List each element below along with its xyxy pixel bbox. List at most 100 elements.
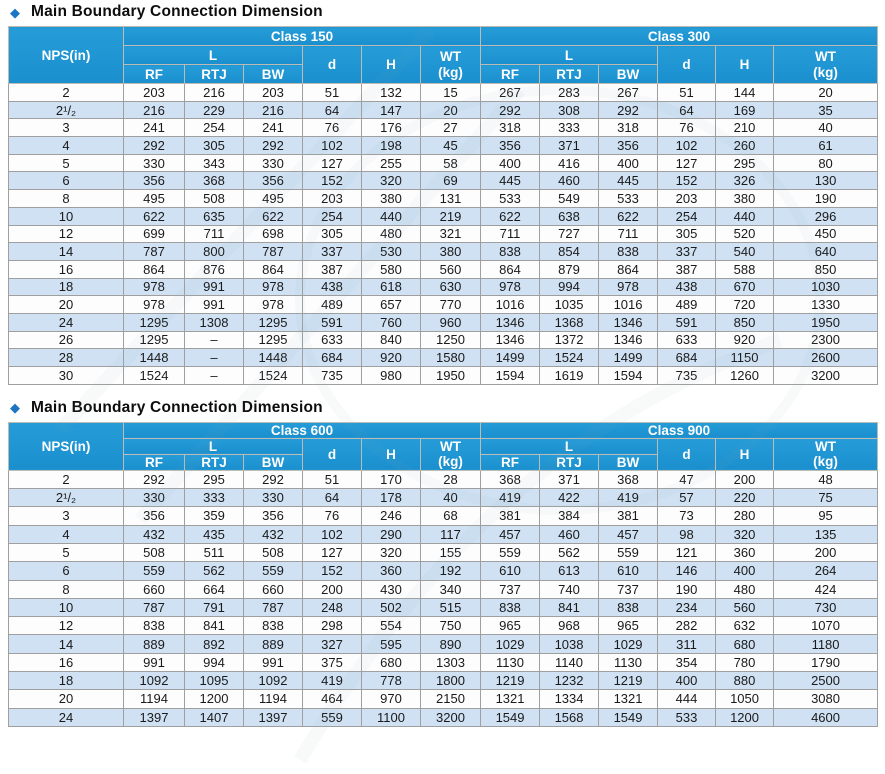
col-header-d: d [657, 45, 717, 84]
section-title: Main Boundary Connection Dimension [31, 3, 323, 20]
value-cell: 684 [302, 348, 362, 367]
value-cell: 1100 [361, 707, 421, 727]
value-cell: 333 [539, 118, 600, 138]
value-cell: 791 [184, 597, 244, 618]
nps-cell: 18 [8, 277, 124, 297]
value-cell: 978 [123, 295, 185, 314]
value-cell: 283 [539, 83, 600, 102]
value-cell: 267 [598, 83, 659, 102]
value-cell: 102 [302, 524, 362, 544]
value-cell: 778 [361, 670, 421, 691]
value-cell: 533 [657, 707, 717, 727]
table-row: 14 889 892 889 327 595 890 1029 1038 1029 311 680 11… [8, 634, 879, 654]
value-cell: 588 [715, 259, 775, 279]
value-cell: 1368 [539, 312, 600, 332]
value-cell: 1524 [539, 348, 600, 367]
value-cell: 419 [480, 488, 541, 508]
value-cell: 1524 [243, 366, 303, 385]
value-cell: 1194 [243, 689, 303, 709]
value-cell: 360 [361, 561, 421, 581]
class-150-header: Class 150 [122, 26, 482, 46]
value-cell: 1150 [715, 348, 775, 367]
value-cell: 460 [539, 524, 600, 544]
value-cell: 800 [184, 242, 244, 261]
value-cell: 292 [243, 136, 303, 155]
value-cell: 76 [302, 118, 362, 138]
value-cell: 1950 [419, 366, 482, 385]
value-cell: 371 [539, 469, 600, 490]
value-cell: 560 [419, 259, 482, 279]
value-cell: 1016 [480, 295, 541, 314]
value-cell: 1092 [123, 670, 185, 691]
value-cell: 864 [598, 259, 659, 279]
value-cell: 1308 [184, 312, 244, 332]
value-cell: 73 [657, 506, 717, 526]
nps-cell: 3 [8, 506, 124, 526]
nps-cell: 8 [8, 579, 124, 599]
table-row: 2 292 295 292 51 170 28 368 371 368 47 200 48 [8, 469, 879, 490]
value-cell: 787 [243, 597, 303, 618]
value-cell: 1194 [123, 689, 185, 709]
value-cell: 657 [361, 295, 421, 314]
nps-cell: 2 [8, 469, 124, 490]
value-cell: 68 [419, 506, 482, 526]
value-cell: 622 [243, 206, 303, 226]
value-cell: 20 [419, 100, 482, 120]
value-cell: 480 [361, 224, 421, 244]
value-cell: 838 [243, 616, 303, 636]
col-header-d: d [302, 45, 362, 84]
value-cell: 64 [302, 100, 362, 120]
diamond-bullet-icon: ◆ [10, 4, 20, 20]
value-cell: 4600 [773, 707, 879, 727]
nps-cell: 2 [8, 83, 124, 102]
value-cell: 264 [773, 561, 879, 581]
value-cell: 69 [419, 171, 482, 191]
value-cell: 632 [715, 616, 775, 636]
value-cell: 40 [419, 488, 482, 508]
value-cell: 850 [715, 312, 775, 332]
value-cell: 298 [302, 616, 362, 636]
value-cell: 680 [361, 652, 421, 672]
table-body: 2 203 216 203 51 132 15 267 283 267 51 144 20 2¹/₂ 216… [8, 83, 879, 385]
value-cell: 610 [480, 561, 541, 581]
nps-cell: 6 [8, 171, 124, 191]
value-cell: 1016 [598, 295, 659, 314]
value-cell: 440 [361, 206, 421, 226]
value-cell: 840 [361, 330, 421, 350]
value-cell: 838 [598, 597, 659, 618]
value-cell: 864 [480, 259, 541, 279]
value-cell: 135 [773, 524, 879, 544]
nps-cell: 24 [8, 312, 124, 332]
value-cell: 102 [302, 136, 362, 155]
value-cell: 292 [243, 469, 303, 490]
value-cell: 356 [243, 506, 303, 526]
value-cell: 2300 [773, 330, 879, 350]
value-cell: 254 [657, 206, 717, 226]
value-cell: 200 [715, 469, 775, 490]
value-cell: 1029 [598, 634, 659, 654]
value-cell: 680 [715, 634, 775, 654]
value-cell: 760 [361, 312, 421, 332]
table-header: NPS(in) Class 600 Class 900 L d H WT (kg… [8, 421, 879, 471]
value-cell: 131 [419, 189, 482, 208]
value-cell: 400 [657, 670, 717, 691]
table-row: 2 203 216 203 51 132 15 267 283 267 51 144 20 [8, 83, 879, 102]
value-cell: 343 [184, 153, 244, 173]
value-cell: 337 [657, 242, 717, 261]
value-cell: 254 [302, 206, 362, 226]
nps-cell: 16 [8, 652, 124, 672]
value-cell: 327 [302, 634, 362, 654]
value-cell: 95 [773, 506, 879, 526]
value-cell: 1295 [243, 312, 303, 332]
nps-cell: 2¹/₂ [8, 100, 124, 120]
value-cell: 432 [243, 524, 303, 544]
value-cell: 234 [657, 597, 717, 618]
value-cell: 1029 [480, 634, 541, 654]
value-cell: 889 [123, 634, 185, 654]
value-cell: 622 [598, 206, 659, 226]
value-cell: 295 [184, 469, 244, 490]
nps-cell: 16 [8, 259, 124, 279]
value-cell: 660 [243, 579, 303, 599]
table-row: 24 1295 1308 1295 591 760 960 1346 1368 1346 591 85… [8, 312, 879, 332]
value-cell: 200 [302, 579, 362, 599]
